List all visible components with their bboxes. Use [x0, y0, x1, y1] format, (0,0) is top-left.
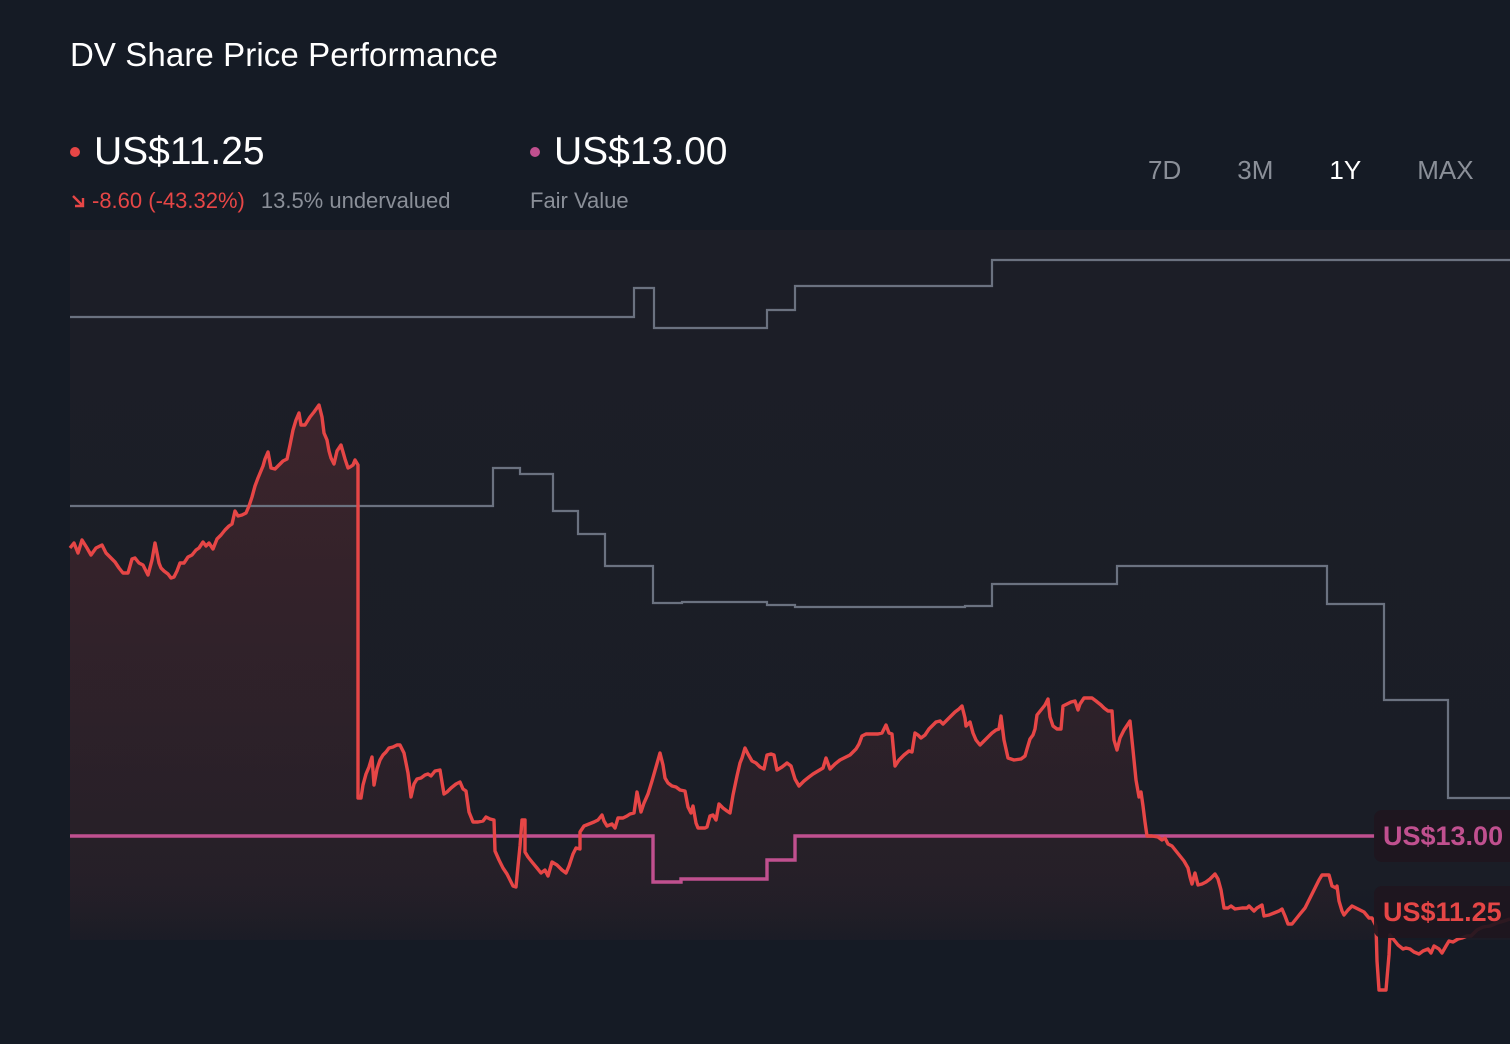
fair-value-legend-dot	[530, 147, 540, 157]
fair-value-line	[70, 834, 1375, 884]
current-price: US$11.25	[94, 130, 265, 173]
price-change: -8.60 (-43.32%)	[70, 188, 245, 214]
valuation-status: 13.5% undervalued	[260, 188, 451, 213]
fair-value-tag: US$13.00	[1374, 810, 1510, 862]
tab-1y[interactable]: 1Y	[1329, 155, 1362, 185]
fair-value-label: Fair Value	[530, 188, 629, 213]
price-tag: US$11.25	[1374, 886, 1510, 938]
analyst-high-target-line	[70, 258, 1510, 330]
tab-3m[interactable]: 3M	[1237, 155, 1274, 185]
share-price-line	[68, 403, 1510, 992]
tab-max[interactable]: MAX	[1417, 155, 1474, 185]
arrow-down-right-icon	[72, 195, 85, 208]
share-price-summary: US$11.25 -8.60 (-43.32%) 13.5% undervalu…	[70, 130, 450, 214]
range-tabs: 7D 3M 1Y MAX	[1148, 155, 1474, 186]
tab-7d[interactable]: 7D	[1148, 155, 1182, 185]
analyst-low-target-line	[70, 466, 1510, 800]
fair-value-summary: US$13.00 Fair Value	[530, 130, 727, 214]
price-change-value: -8.60 (-43.32%)	[92, 188, 245, 213]
price-area-fill	[70, 405, 1510, 990]
page-title: DV Share Price Performance	[70, 36, 499, 73]
price-legend-dot	[70, 147, 80, 157]
fair-value-price: US$13.00	[554, 130, 728, 173]
